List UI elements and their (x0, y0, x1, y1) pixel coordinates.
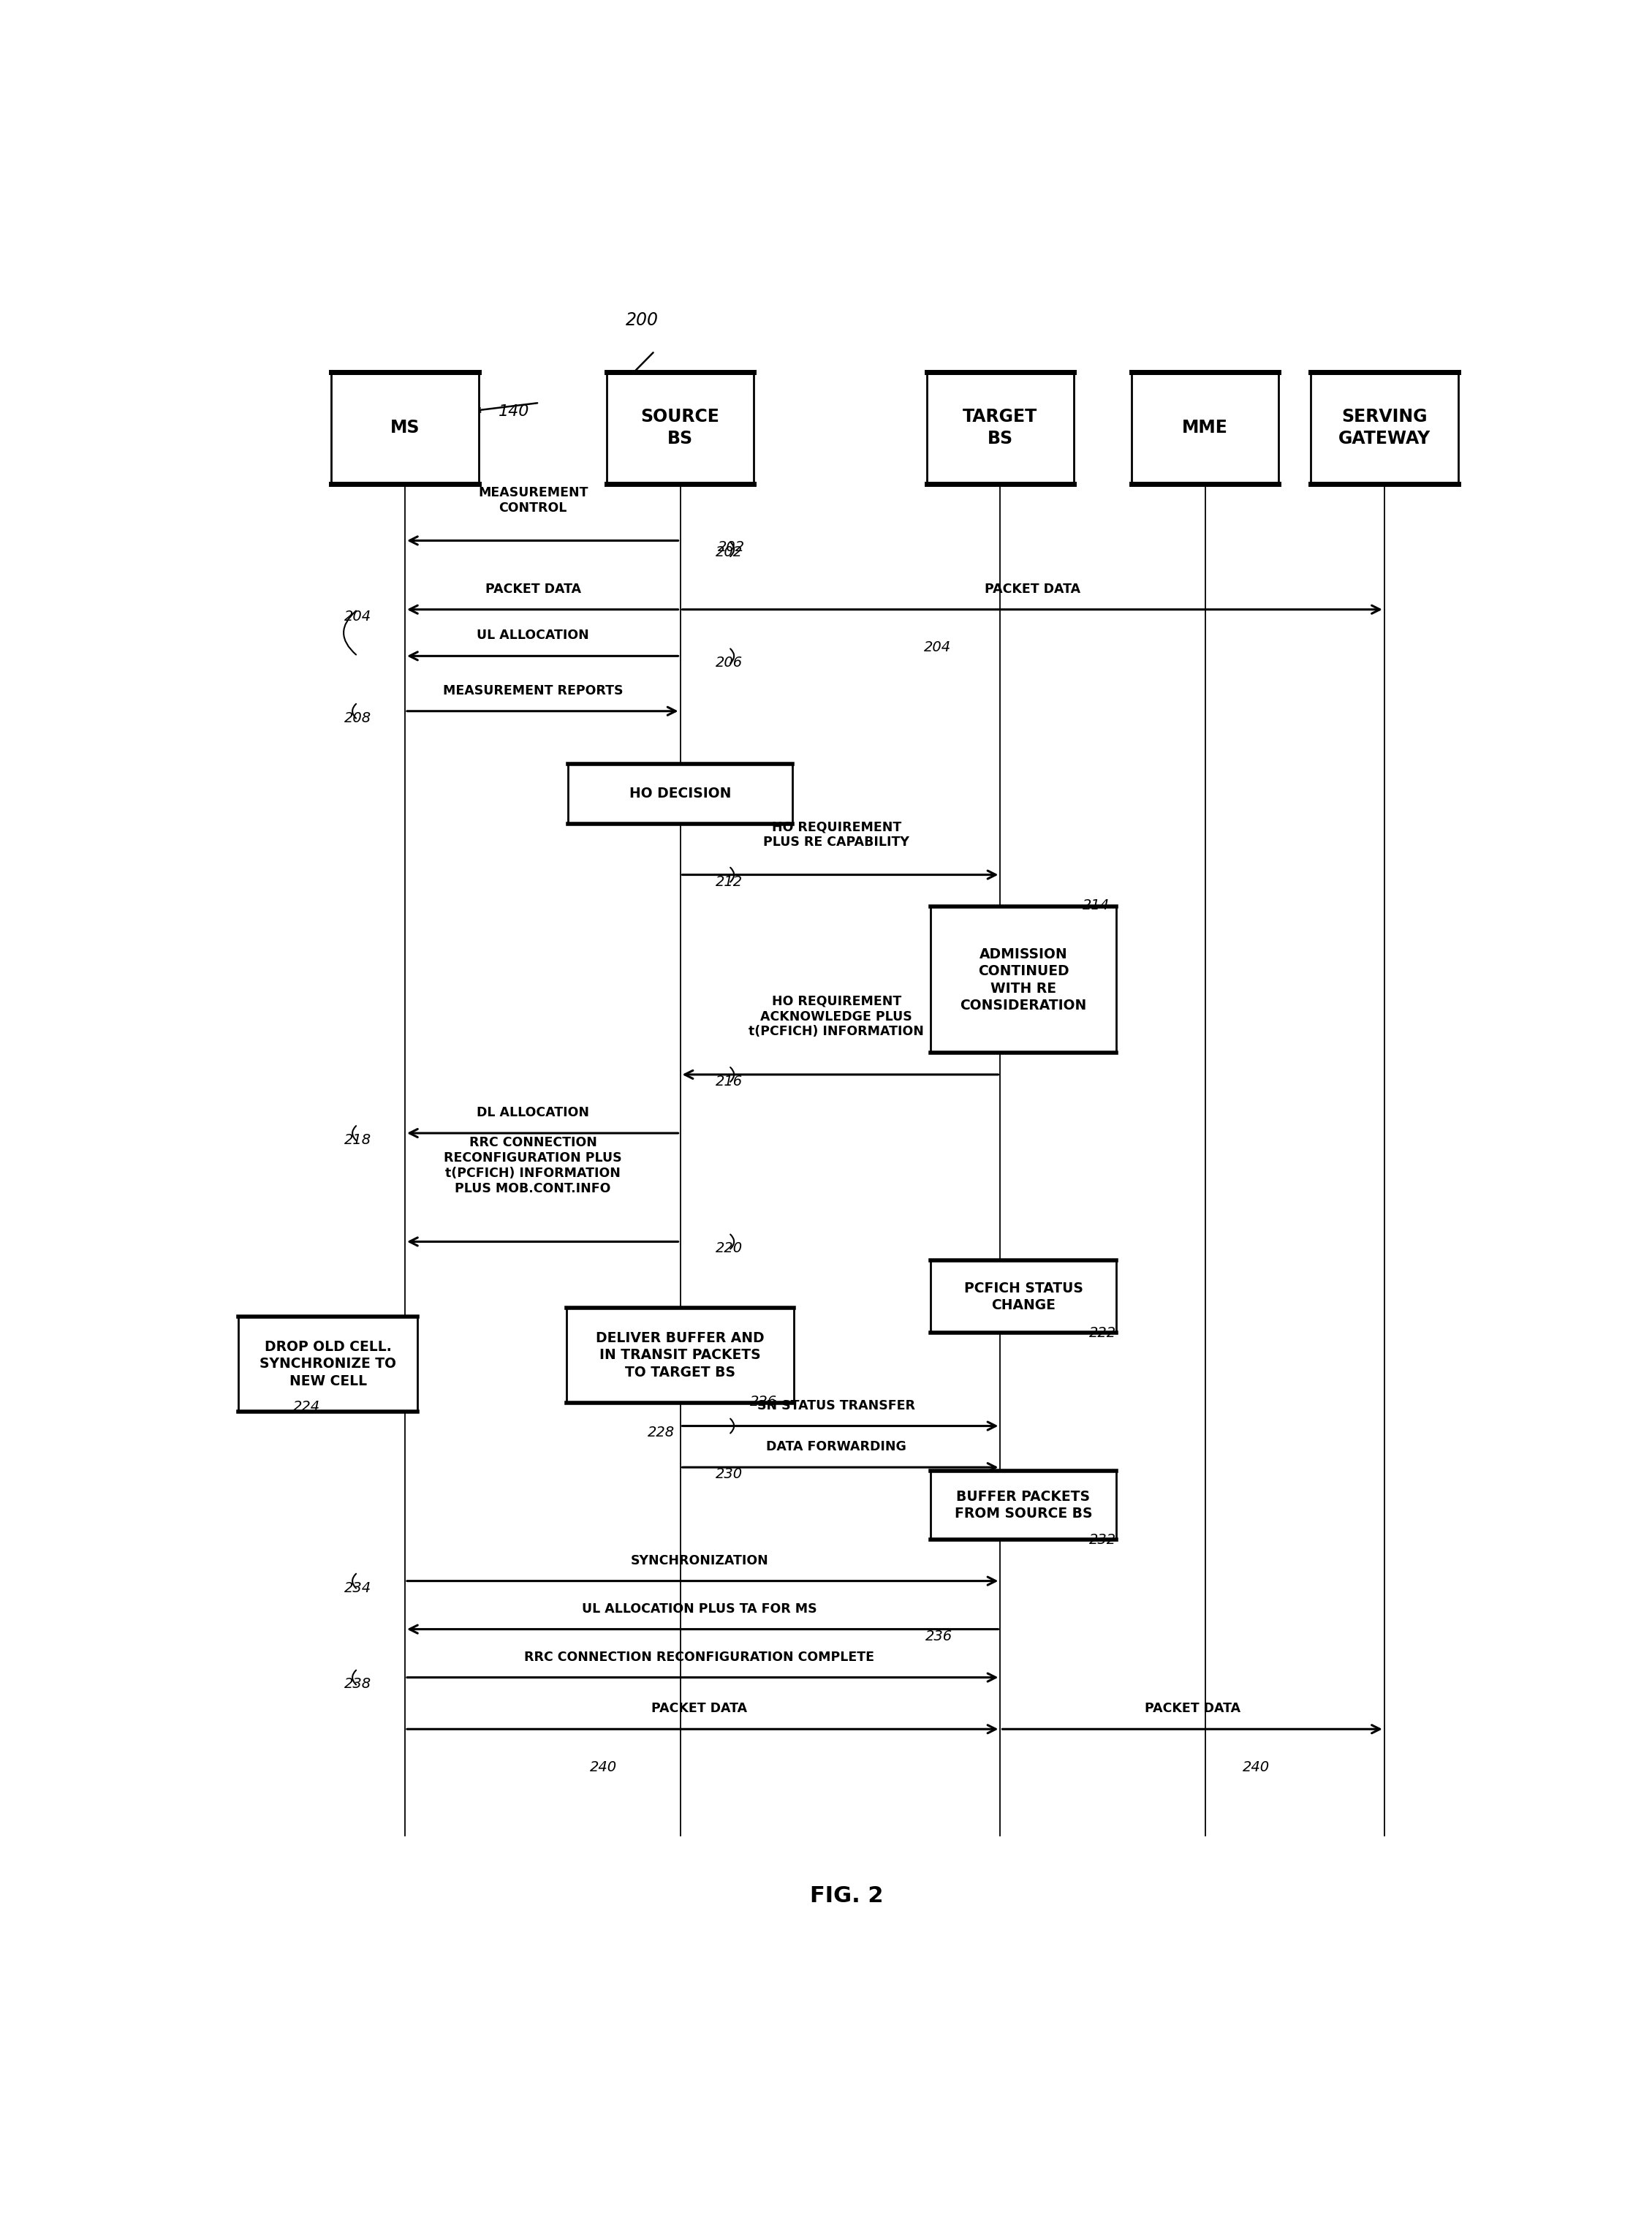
Text: 204: 204 (344, 608, 372, 624)
Text: 232: 232 (1089, 1532, 1117, 1546)
Text: SOURCE
BS: SOURCE BS (641, 407, 720, 447)
Text: DROP OLD CELL.
SYNCHRONIZE TO
NEW CELL: DROP OLD CELL. SYNCHRONIZE TO NEW CELL (259, 1340, 396, 1389)
Text: 216: 216 (715, 1074, 742, 1089)
Text: 202: 202 (715, 546, 742, 559)
Text: 208: 208 (344, 711, 372, 725)
Text: ADMISSION
CONTINUED
WITH RE
CONSIDERATION: ADMISSION CONTINUED WITH RE CONSIDERATIO… (960, 946, 1087, 1013)
Text: RRC CONNECTION
RECONFIGURATION PLUS
t(PCFICH) INFORMATION
PLUS MOB.CONT.INFO: RRC CONNECTION RECONFIGURATION PLUS t(PC… (444, 1136, 623, 1195)
Text: MS: MS (390, 418, 420, 436)
Text: 206: 206 (715, 655, 742, 669)
Text: PACKET DATA: PACKET DATA (651, 1702, 747, 1716)
Text: 236: 236 (925, 1629, 953, 1642)
Text: DELIVER BUFFER AND
IN TRANSIT PACKETS
TO TARGET BS: DELIVER BUFFER AND IN TRANSIT PACKETS TO… (596, 1331, 765, 1380)
Text: 140: 140 (499, 405, 529, 418)
Text: 238: 238 (344, 1678, 372, 1691)
Text: DL ALLOCATION: DL ALLOCATION (477, 1105, 590, 1118)
Text: RRC CONNECTION RECONFIGURATION COMPLETE: RRC CONNECTION RECONFIGURATION COMPLETE (524, 1651, 874, 1664)
Bar (606, 371, 753, 483)
Text: 202: 202 (719, 541, 745, 555)
Text: PCFICH STATUS
CHANGE: PCFICH STATUS CHANGE (963, 1282, 1082, 1313)
Text: MEASUREMENT REPORTS: MEASUREMENT REPORTS (443, 685, 623, 698)
Text: MME: MME (1183, 418, 1227, 436)
Text: DATA FORWARDING: DATA FORWARDING (767, 1441, 907, 1454)
Bar (1310, 371, 1459, 483)
Text: TARGET
BS: TARGET BS (963, 407, 1037, 447)
Bar (567, 1309, 795, 1403)
Bar (930, 1262, 1117, 1333)
Text: 214: 214 (1082, 899, 1110, 913)
Text: 226: 226 (750, 1396, 776, 1409)
Text: 240: 240 (590, 1761, 616, 1774)
Text: FIG. 2: FIG. 2 (809, 1886, 884, 1906)
Text: HO REQUIREMENT
PLUS RE CAPABILITY: HO REQUIREMENT PLUS RE CAPABILITY (763, 821, 910, 848)
Bar (332, 371, 479, 483)
Text: BUFFER PACKETS
FROM SOURCE BS: BUFFER PACKETS FROM SOURCE BS (955, 1490, 1092, 1521)
Text: SYNCHRONIZATION: SYNCHRONIZATION (631, 1555, 768, 1568)
Bar (930, 906, 1117, 1054)
Text: 230: 230 (715, 1467, 742, 1481)
Text: PACKET DATA: PACKET DATA (1145, 1702, 1241, 1716)
Bar (238, 1318, 418, 1412)
Text: MEASUREMENT
CONTROL: MEASUREMENT CONTROL (477, 485, 588, 515)
Bar (568, 763, 793, 823)
Text: PACKET DATA: PACKET DATA (985, 582, 1080, 595)
Text: SN STATUS TRANSFER: SN STATUS TRANSFER (758, 1398, 915, 1412)
Text: HO DECISION: HO DECISION (629, 787, 732, 801)
Text: PACKET DATA: PACKET DATA (486, 582, 582, 595)
Text: 218: 218 (344, 1134, 372, 1148)
Bar (927, 371, 1074, 483)
Text: 200: 200 (626, 311, 657, 329)
Text: UL ALLOCATION: UL ALLOCATION (477, 629, 590, 642)
Text: 220: 220 (715, 1242, 742, 1255)
Text: UL ALLOCATION PLUS TA FOR MS: UL ALLOCATION PLUS TA FOR MS (582, 1602, 818, 1615)
Text: 224: 224 (292, 1400, 320, 1414)
Text: SERVING
GATEWAY: SERVING GATEWAY (1338, 407, 1431, 447)
Text: 204: 204 (923, 640, 952, 655)
Text: HO REQUIREMENT
ACKNOWLEDGE PLUS
t(PCFICH) INFORMATION: HO REQUIREMENT ACKNOWLEDGE PLUS t(PCFICH… (748, 995, 923, 1038)
Text: 228: 228 (648, 1425, 674, 1441)
Text: 222: 222 (1089, 1327, 1117, 1340)
Bar (930, 1470, 1117, 1539)
Text: 212: 212 (715, 875, 742, 888)
Text: 234: 234 (344, 1582, 372, 1595)
Text: 240: 240 (1242, 1761, 1270, 1774)
Bar (1132, 371, 1279, 483)
